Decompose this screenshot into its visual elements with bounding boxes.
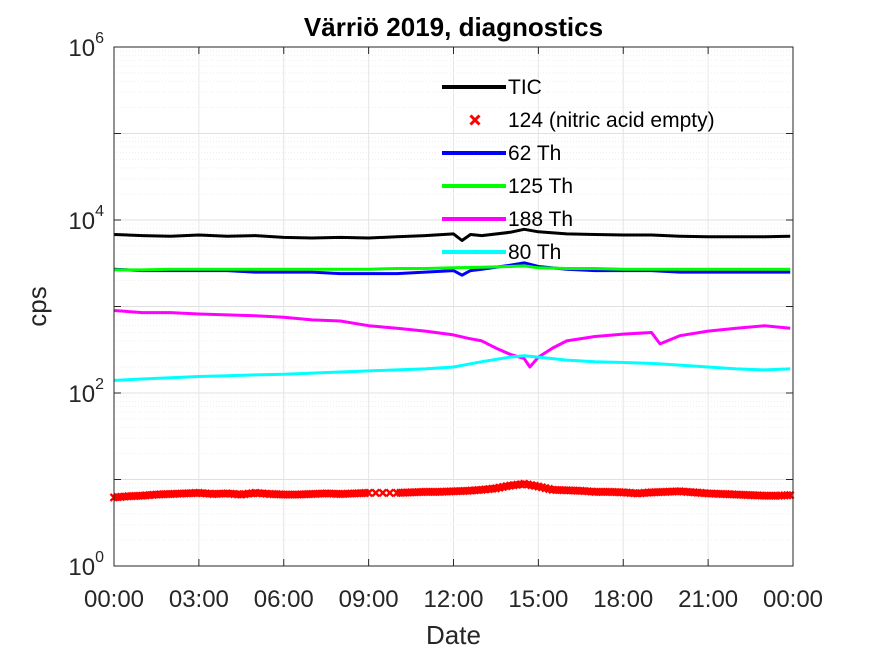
ticks [113, 46, 794, 567]
x-tick-label: 00:00 [763, 586, 823, 613]
series-1-point [385, 488, 395, 498]
x-tick-label: 06:00 [254, 586, 314, 613]
legend-item-5-label: 80 Th [508, 241, 561, 264]
x-tick-label: 15:00 [508, 586, 568, 613]
legend: TIC 124 (nitric acid empty) 62 Th 125 Th 188… [442, 76, 715, 264]
x-tick-label: 03:00 [169, 586, 229, 613]
x-tick-label: 18:00 [593, 586, 653, 613]
x-tick-label: 21:00 [678, 586, 738, 613]
legend-item-4-label: 188 Th [508, 208, 573, 231]
x-tick-label: 12:00 [423, 586, 483, 613]
legend-item-3-label: 125 Th [508, 175, 573, 198]
series-1-point [364, 488, 373, 498]
tick-labels: 00:00 03:00 06:00 09:00 12:00 15:00 18:00 21:00… [68, 30, 823, 613]
y-tick-label: 100 [68, 549, 104, 581]
series-layer [109, 227, 795, 502]
series-5-line [113, 354, 791, 382]
legend-item-1: 124 (nitric acid empty) [469, 109, 715, 132]
chart-title: Värriö 2019, diagnostics [304, 12, 603, 42]
y-tick-label: 106 [68, 30, 104, 62]
legend-item-5: 80 Th [442, 241, 561, 264]
series-1-point [378, 488, 388, 498]
x-tick-label: 09:00 [339, 586, 399, 613]
y-tick-label: 104 [68, 203, 104, 235]
series-2-line [113, 261, 791, 277]
legend-item-0-label: TIC [508, 76, 542, 99]
series-0-line [113, 227, 791, 242]
legend-item-2: 62 Th [442, 142, 561, 165]
series-1-point [371, 488, 381, 498]
legend-item-1-marker [469, 114, 481, 126]
x-tick-label: 00:00 [84, 586, 144, 613]
y-tick-label: 102 [68, 376, 104, 408]
legend-item-1-label: 124 (nitric acid empty) [508, 109, 715, 132]
legend-item-2-label: 62 Th [508, 142, 561, 165]
series-1-markers [109, 479, 795, 502]
legend-item-3: 125 Th [442, 175, 573, 198]
x-axis-label: Date [426, 620, 481, 650]
series-3-line [114, 264, 791, 272]
series-4-line [113, 309, 791, 369]
legend-item-4: 188 Th [442, 208, 573, 231]
y-axis-label: cps [22, 286, 52, 326]
legend-item-0: TIC [442, 76, 542, 99]
